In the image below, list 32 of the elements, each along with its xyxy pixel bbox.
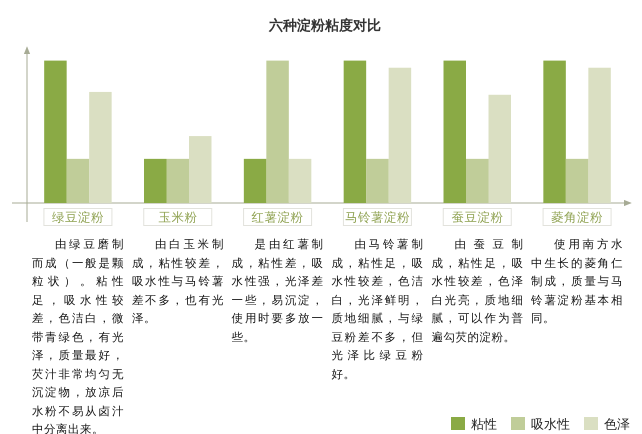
text: 使用南方水中生长的菱角仁制成，质量与马铃薯淀粉基本相同。 (531, 236, 624, 327)
chart-title: 六种淀粉粘度对比 (268, 17, 381, 34)
bar (366, 158, 389, 203)
bar (488, 94, 511, 203)
text: 由马铃薯制成，粘性足，吸水性较差，色洁白，光泽鲜明，质地细腻，与绿豆粉差不多，但光泽比绿豆粉好。 (331, 236, 424, 382)
bar (466, 158, 488, 203)
text: 由白玉米制成，粘性较差，吸水性与马铃薯差不多，也有光泽。 (132, 236, 224, 327)
text: 是由红薯制成，粘性差，吸水性强，光泽差一些，易沉淀，使用时要多放一些。 (232, 236, 324, 346)
bar (543, 60, 566, 203)
bar (144, 158, 166, 203)
bar (89, 92, 112, 203)
bar (189, 136, 212, 203)
legend-label: 吸水性 (531, 418, 570, 432)
x-tick-label: 绿豆淀粉 (52, 210, 104, 224)
bar (388, 68, 412, 203)
x-tick-label: 红薯淀粉 (252, 210, 304, 224)
text: 由蚕豆制成，粘性足，吸水性较差，色泽白光亮，质地细腻，可以作为普遍勾芡的淀粉。 (431, 236, 524, 346)
bar (588, 68, 611, 203)
bar (44, 60, 67, 203)
bar (344, 60, 366, 203)
legend-label: 色泽 (604, 418, 630, 432)
legend-label: 粘性 (471, 418, 497, 432)
bar (266, 60, 289, 203)
x-tick-label: 菱角淀粉 (551, 210, 604, 224)
x-tick-label: 蚕豆淀粉 (451, 210, 504, 224)
bar (66, 158, 90, 203)
bar (244, 158, 266, 203)
x-tick-label: 玉米粉 (158, 210, 198, 224)
bar (288, 158, 312, 203)
bar (566, 158, 588, 203)
bar (444, 60, 466, 203)
bar (166, 158, 189, 203)
